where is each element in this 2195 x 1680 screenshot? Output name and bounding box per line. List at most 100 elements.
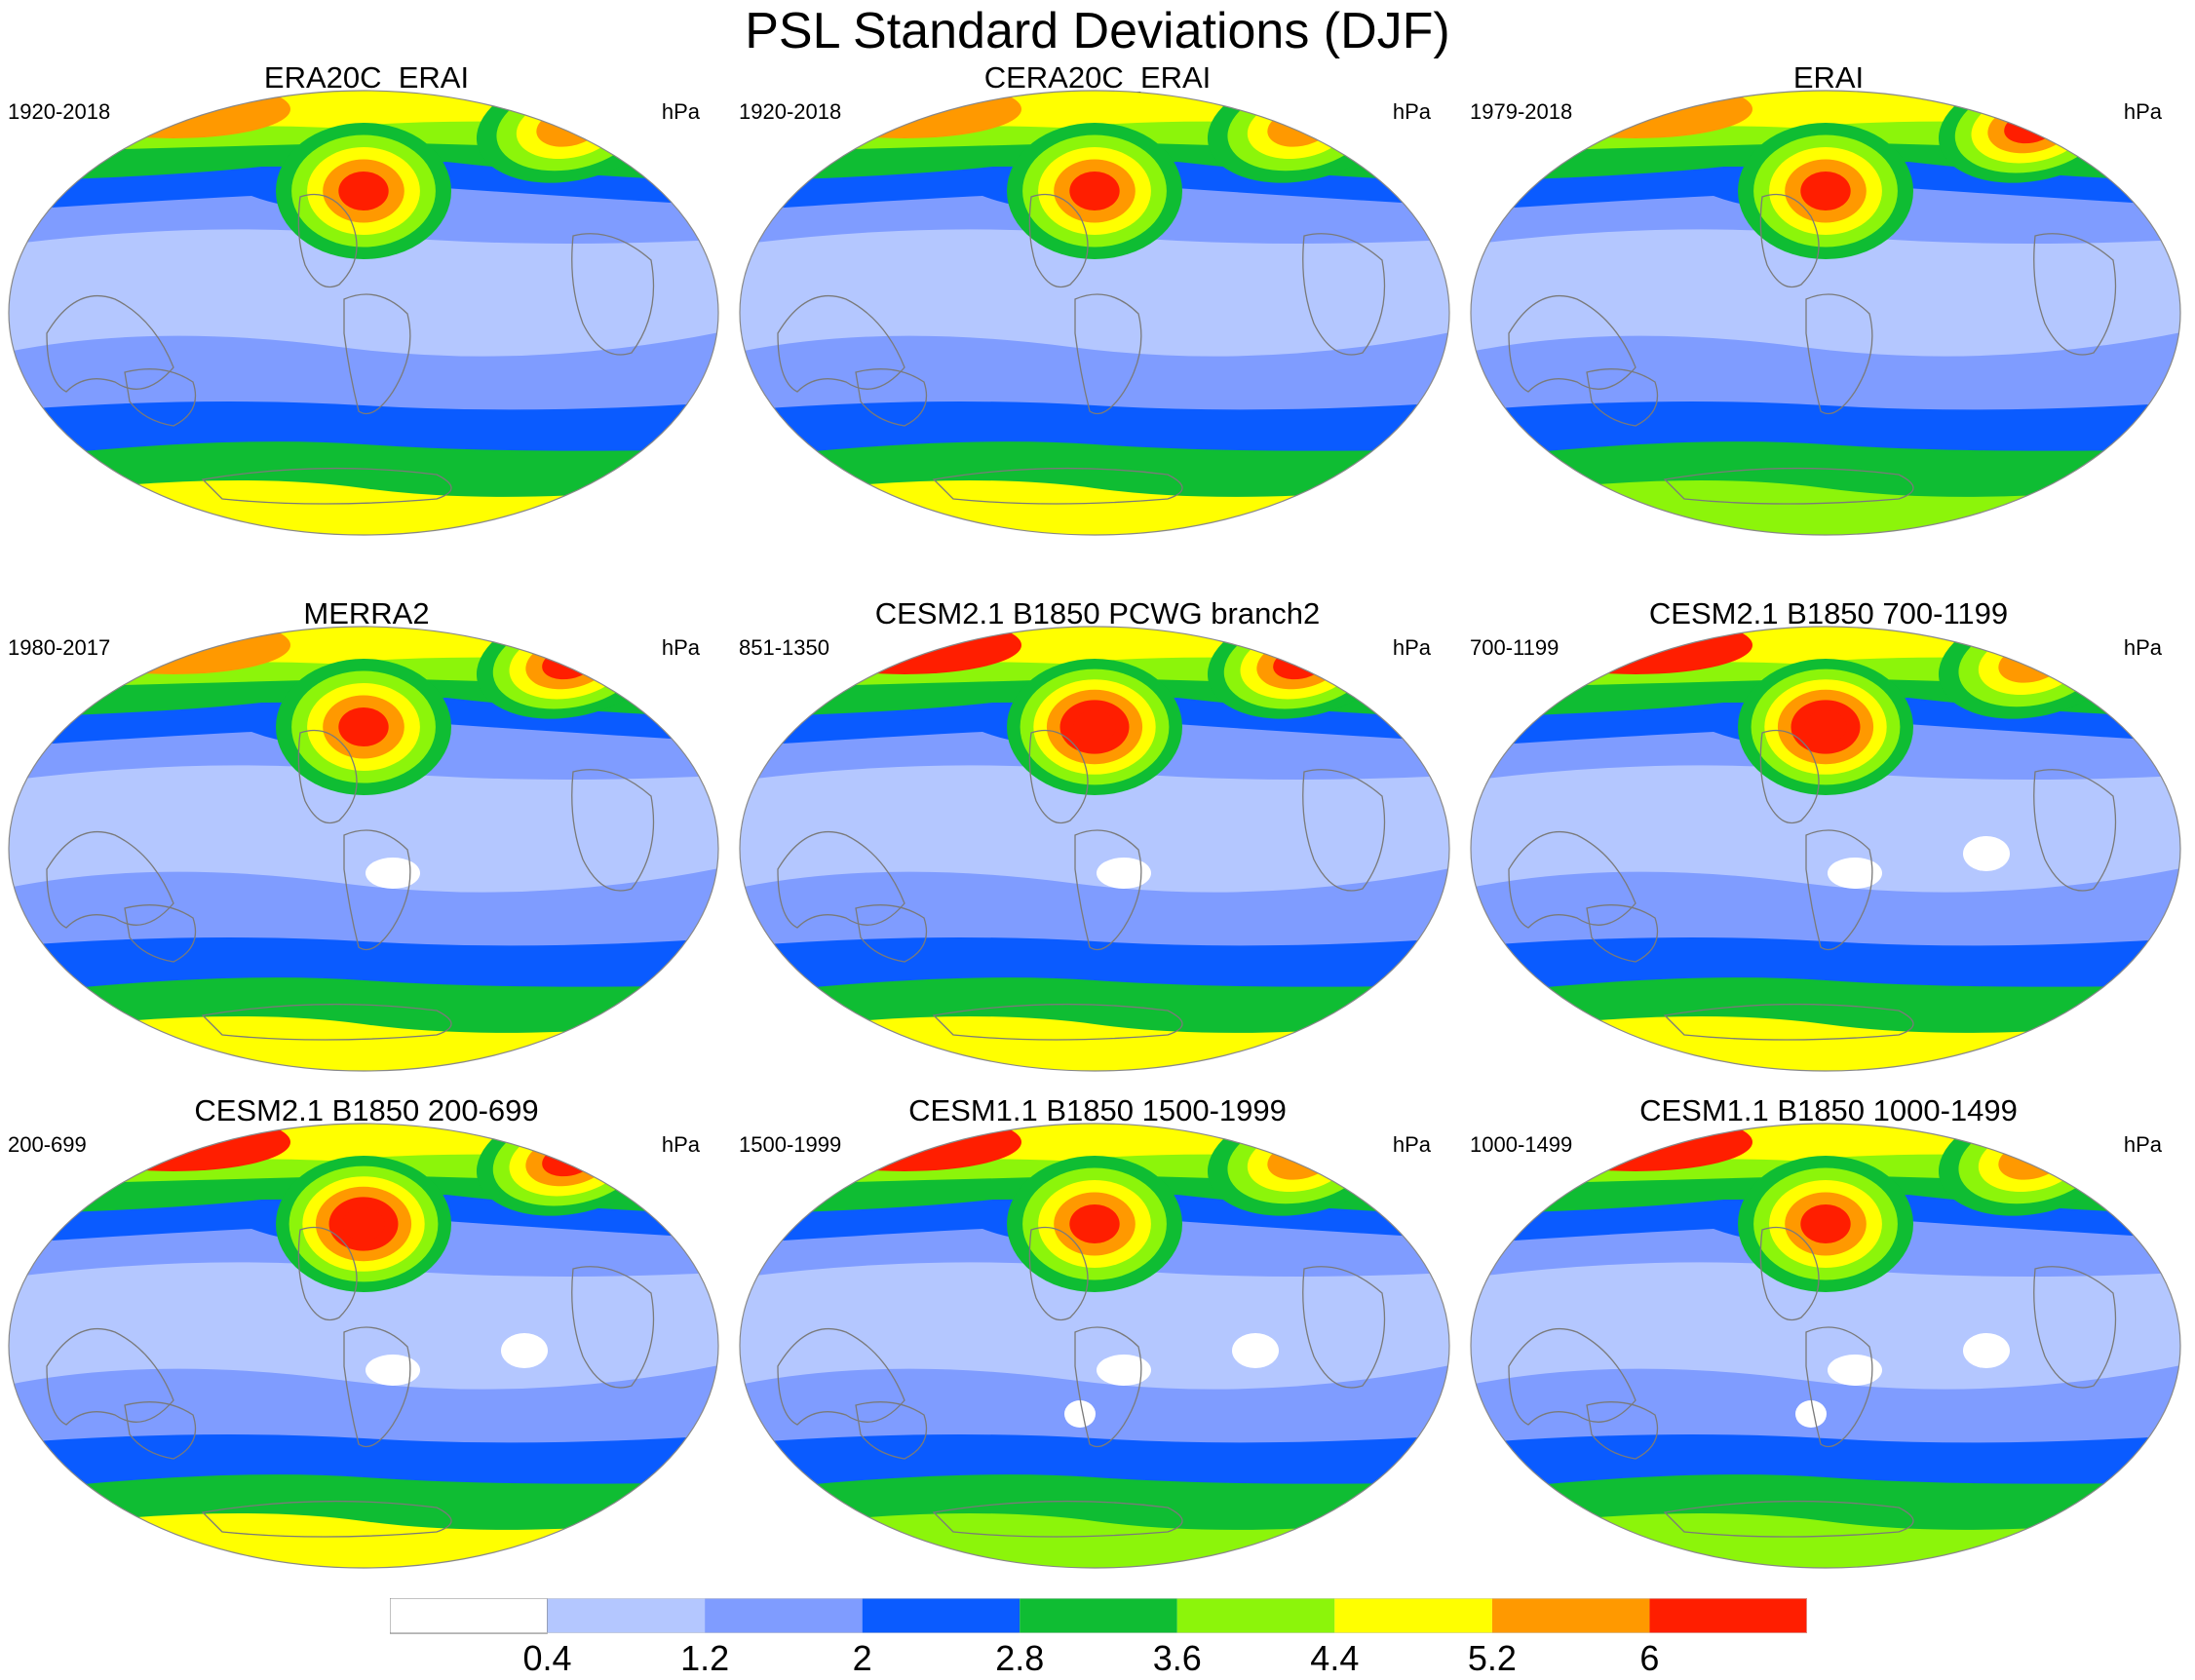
panel-title: CERA20C_ERAI [983, 60, 1212, 95]
panel-period: 1920-2018 [739, 99, 842, 124]
coast-australia [855, 368, 928, 427]
coast-australia [855, 904, 928, 963]
robinson-map [8, 1123, 719, 1569]
robinson-map [8, 90, 719, 536]
panel-title: ERAI [1792, 60, 1865, 95]
colorbar-label-7: 6 [1639, 1638, 1660, 1678]
coast-antarctica [201, 467, 452, 505]
panel-units: hPa [1392, 1132, 1431, 1157]
panel-period: 200-699 [8, 1132, 87, 1157]
colorbar-box-4 [1020, 1598, 1177, 1633]
coast-asia [777, 1327, 905, 1426]
coast-north-america [1759, 729, 1820, 824]
sh-band-44 [9, 1513, 718, 1568]
coast-africa [2033, 769, 2117, 892]
coast-africa [571, 1266, 655, 1389]
coast-australia [124, 1401, 197, 1460]
map-border [739, 626, 1450, 1072]
map-panel-7: CESM2.1 B1850 200-699 200-699 hPa [0, 1093, 733, 1600]
colorbar-box-5 [1176, 1598, 1335, 1633]
coast-antarctica [932, 1500, 1183, 1538]
white-patch [366, 858, 420, 889]
panel-units: hPa [1392, 99, 1431, 124]
aleutian-contour-4 [338, 707, 389, 746]
coast-asia [777, 294, 905, 393]
panel-period: 1500-1999 [739, 1132, 842, 1157]
sh-band-44 [740, 1513, 1449, 1568]
panel-title: ERA20C_ERAI [263, 60, 470, 95]
panel-period: 700-1199 [1470, 635, 1560, 660]
coast-asia [1508, 1327, 1637, 1426]
coast-south-america [1805, 1326, 1873, 1448]
map-panel-3: ERAI 1979-2018 hPa [1462, 60, 2195, 567]
sh-band-44 [9, 1016, 718, 1071]
colorbar-box-2 [705, 1598, 863, 1633]
colorbar-label-1: 1.2 [680, 1638, 730, 1678]
map-panel-2: CERA20C_ERAI 1920-2018 hPa [731, 60, 1464, 567]
colorbar-box-3 [862, 1598, 1020, 1633]
colorbar-box-6 [1334, 1598, 1492, 1633]
coast-antarctica [201, 1003, 452, 1041]
panel-units: hPa [661, 99, 700, 124]
coast-africa [2033, 1266, 2117, 1389]
panel-title: CESM1.1 B1850 1000-1499 [1639, 1093, 2018, 1127]
coast-africa [1302, 769, 1386, 892]
coast-south-america [343, 829, 411, 951]
robinson-map [739, 626, 1450, 1072]
coast-asia [1508, 830, 1637, 929]
coast-antarctica [932, 1003, 1183, 1041]
white-patch [501, 1333, 548, 1368]
colorbar: 0.4 1.2 2 2.8 3.6 4.4 5.2 6 [390, 1598, 1807, 1680]
panel-units: hPa [1392, 635, 1431, 660]
robinson-map [1470, 90, 2181, 536]
coast-asia [46, 294, 174, 393]
colorbar-label-2: 2 [852, 1638, 872, 1678]
white-patch [1828, 1355, 1882, 1386]
panel-title: CESM2.1 B1850 PCWG branch2 [874, 596, 1321, 630]
panel-period: 1000-1499 [1470, 1132, 1573, 1157]
map-panel-9: CESM1.1 B1850 1000-1499 1000-1499 hPa [1462, 1093, 2195, 1600]
white-patch [1963, 1333, 2010, 1368]
coast-north-america [1028, 1226, 1089, 1321]
coast-australia [1586, 1401, 1659, 1460]
colorbar-label-0: 0.4 [522, 1638, 572, 1678]
colorbar-box-1 [547, 1598, 706, 1633]
sh-band-44 [1471, 480, 2180, 535]
map-panel-1: ERA20C_ERAI 1920-2018 hPa [0, 60, 733, 567]
robinson-map [739, 90, 1450, 536]
panel-title: CESM1.1 B1850 1500-1999 [908, 1093, 1287, 1127]
figure-title: PSL Standard Deviations (DJF) [745, 3, 1450, 59]
coast-north-america [297, 1226, 358, 1321]
sh-band-44 [1471, 1513, 2180, 1568]
colorbar-boxes [390, 1598, 1807, 1634]
panel-title: CESM2.1 B1850 200-699 [194, 1093, 539, 1127]
coast-south-america [1074, 1326, 1142, 1448]
map-border [8, 626, 719, 1072]
coast-south-america [1805, 829, 1873, 951]
coast-antarctica [932, 467, 1183, 505]
panel-units: hPa [2123, 1132, 2162, 1157]
aleutian-contour-4 [1069, 1204, 1120, 1243]
map-panel-5: CESM2.1 B1850 PCWG branch2 851-1350 hPa [731, 596, 1464, 1103]
coast-africa [1302, 1266, 1386, 1389]
coast-antarctica [1663, 467, 1914, 505]
coast-asia [777, 830, 905, 929]
robinson-map [8, 626, 719, 1072]
white-patch [1795, 1400, 1827, 1428]
panel-period: 851-1350 [739, 635, 829, 660]
aleutian-contour-4 [338, 172, 389, 210]
coast-antarctica [201, 1500, 452, 1538]
coast-antarctica [1663, 1003, 1914, 1041]
coast-north-america [1028, 193, 1089, 288]
coast-africa [571, 233, 655, 356]
white-patch [1097, 1355, 1151, 1386]
sh-band-44 [740, 480, 1449, 535]
coast-africa [2033, 233, 2117, 356]
sh-band-44 [1471, 1016, 2180, 1071]
panel-units: hPa [661, 1132, 700, 1157]
panel-period: 1920-2018 [8, 99, 111, 124]
coast-north-america [1759, 193, 1820, 288]
coast-north-america [1028, 729, 1089, 824]
map-panel-4: MERRA2 1980-2017 hPa [0, 596, 733, 1103]
white-patch [1232, 1333, 1279, 1368]
